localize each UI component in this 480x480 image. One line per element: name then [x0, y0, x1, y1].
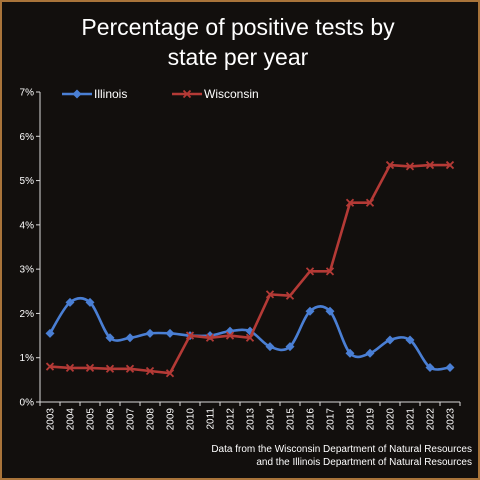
data-point-wisconsin	[425, 160, 435, 170]
data-point-wisconsin	[45, 362, 55, 371]
y-tick-label: 4%	[20, 220, 35, 231]
x-tick-label: 2007	[126, 408, 137, 431]
x-tick-label: 2012	[226, 408, 237, 431]
data-point-wisconsin	[405, 162, 415, 171]
data-point-wisconsin	[285, 291, 295, 300]
data-point-wisconsin	[305, 267, 315, 276]
data-point-wisconsin	[165, 369, 175, 378]
data-point-wisconsin	[265, 290, 275, 299]
x-tick-label: 2010	[186, 408, 197, 431]
x-tick-label: 2020	[386, 408, 397, 431]
legend-marker-illinois	[72, 89, 82, 99]
y-tick-label: 3%	[20, 265, 35, 276]
data-point-illinois	[365, 348, 375, 358]
data-point-illinois	[405, 335, 415, 345]
data-point-illinois	[265, 342, 275, 352]
x-tick-label: 2021	[406, 408, 417, 431]
data-point-wisconsin	[85, 363, 95, 373]
data-point-illinois	[145, 328, 155, 338]
source-line-1: Data from the Wisconsin Department of Na…	[211, 444, 472, 455]
data-point-illinois	[385, 335, 395, 345]
y-tick-label: 5%	[20, 176, 35, 187]
data-point-wisconsin	[325, 267, 335, 276]
data-point-illinois	[105, 333, 115, 343]
data-point-illinois	[345, 348, 355, 358]
x-tick-label: 2011	[206, 408, 217, 430]
y-tick-label: 6%	[20, 132, 35, 143]
data-point-wisconsin	[145, 366, 155, 376]
chart-title-line-2: state per year	[167, 44, 309, 70]
x-tick-label: 2014	[266, 408, 277, 431]
data-point-illinois	[305, 306, 315, 316]
data-point-wisconsin	[105, 364, 115, 373]
chart-title: Percentage of positive tests by state pe…	[0, 12, 476, 72]
x-tick-label: 2022	[426, 408, 437, 431]
y-tick-label: 1%	[20, 353, 35, 364]
data-point-illinois	[85, 297, 95, 307]
legend-label-wisconsin: Wisconsin	[204, 87, 259, 101]
x-tick-label: 2019	[366, 408, 377, 431]
data-point-wisconsin	[125, 364, 135, 373]
data-point-wisconsin	[445, 160, 455, 170]
source-line-2: and the Illinois Department of Natural R…	[256, 457, 472, 468]
legend-marker-wisconsin	[182, 89, 192, 99]
x-tick-label: 2018	[346, 408, 357, 431]
data-point-illinois	[45, 328, 55, 338]
data-point-illinois	[425, 362, 435, 372]
x-tick-label: 2008	[146, 408, 157, 431]
x-tick-label: 2013	[246, 408, 257, 431]
data-point-wisconsin	[365, 198, 375, 207]
legend-label-illinois: Illinois	[94, 87, 127, 101]
data-point-wisconsin	[185, 331, 195, 340]
data-point-illinois	[165, 328, 175, 338]
data-point-illinois	[325, 306, 335, 316]
y-tick-label: 2%	[20, 309, 35, 320]
x-tick-label: 2023	[446, 408, 457, 431]
data-point-wisconsin	[345, 198, 355, 207]
data-point-wisconsin	[205, 333, 215, 342]
x-tick-label: 2017	[326, 408, 337, 431]
data-point-wisconsin	[225, 331, 235, 340]
data-point-wisconsin	[65, 363, 75, 373]
x-tick-label: 2004	[66, 408, 77, 431]
x-tick-label: 2015	[286, 408, 297, 431]
y-tick-label: 7%	[20, 88, 35, 99]
data-point-illinois	[445, 362, 455, 372]
chart-title-line-1: Percentage of positive tests by	[81, 14, 395, 40]
x-tick-label: 2006	[106, 408, 117, 431]
data-point-illinois	[285, 342, 295, 352]
y-tick-label: 0%	[20, 398, 35, 409]
x-tick-label: 2009	[166, 408, 177, 431]
data-point-illinois	[125, 333, 135, 343]
data-point-illinois	[65, 297, 75, 307]
source-annotation: Data from the Wisconsin Department of Na…	[211, 443, 472, 469]
data-point-wisconsin	[245, 333, 255, 342]
data-point-wisconsin	[385, 160, 395, 170]
x-tick-label: 2003	[46, 408, 57, 431]
x-tick-label: 2005	[86, 408, 97, 431]
x-tick-label: 2016	[306, 408, 317, 431]
